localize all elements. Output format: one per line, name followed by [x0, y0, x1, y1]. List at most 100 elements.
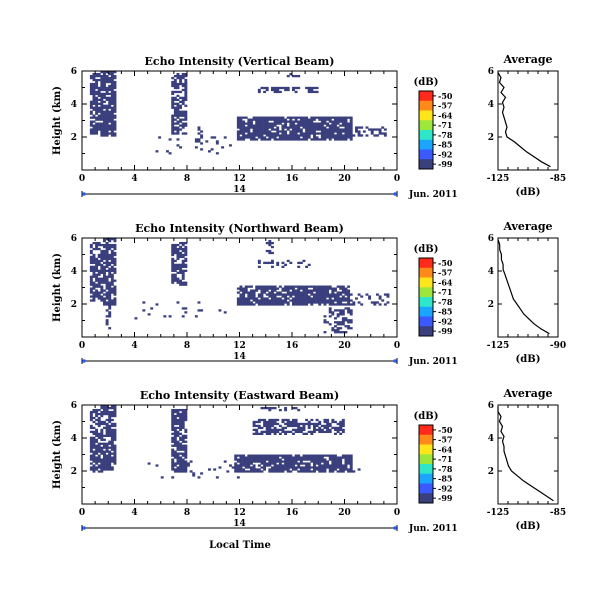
echo-cell: [239, 299, 243, 302]
echo-cell: [105, 249, 109, 253]
echo-cell: [176, 422, 180, 426]
echo-cell: [294, 130, 298, 133]
echo-cell: [103, 458, 106, 461]
echo-cell: [252, 138, 256, 141]
echo-cell: [108, 462, 112, 465]
echo-cell: [328, 132, 332, 135]
echo-cell: [236, 470, 240, 473]
echo-cell: [173, 418, 177, 422]
echo-cell: [110, 299, 114, 302]
echo-cell: [255, 126, 259, 129]
echo-cell: [339, 128, 343, 131]
echo-cell: [110, 245, 114, 249]
echo-cell: [263, 424, 267, 428]
echo-cell: [284, 458, 288, 461]
echo-cell: [108, 406, 112, 410]
echo-cell: [110, 253, 114, 257]
echo-cell: [326, 128, 330, 131]
echo-cell: [349, 321, 353, 324]
echo-cell: [176, 444, 180, 447]
echo-cell: [176, 466, 180, 469]
echo-cell: [344, 138, 348, 141]
echo-cell: [289, 295, 293, 298]
echo-cell: [176, 249, 180, 253]
echo-cell: [299, 285, 303, 288]
echo-cell: [100, 257, 104, 261]
echo-cell: [320, 301, 324, 304]
colorbar-segment: [419, 267, 433, 278]
echo-cell: [284, 120, 288, 123]
echo-cell: [339, 424, 343, 428]
echo-cell: [263, 462, 267, 465]
echo-cell: [310, 299, 314, 302]
echo-cell: [113, 297, 117, 300]
echo-cell: [307, 134, 311, 137]
echo-cell: [292, 136, 295, 139]
echo-cell: [326, 136, 330, 139]
echo-cell: [179, 96, 183, 100]
echo-cell: [331, 456, 335, 459]
echo-cell: [252, 422, 256, 426]
echo-cell: [252, 299, 256, 302]
echo-cell: [278, 122, 282, 125]
echo-cell: [344, 317, 348, 320]
echo-cell: [176, 442, 180, 445]
echo-cell: [326, 287, 330, 290]
echo-cell: [95, 289, 99, 292]
echo-cell: [313, 130, 316, 133]
echo-cell: [328, 458, 332, 461]
echo-cell: [315, 289, 319, 292]
echo-cell: [257, 458, 261, 461]
echo-cell: [255, 128, 259, 131]
echo-cell: [341, 311, 345, 314]
echo-cell: [105, 76, 109, 80]
echo-cell: [105, 110, 109, 113]
echo-cell: [289, 470, 293, 473]
echo-cell: [105, 301, 109, 304]
echo-cell: [239, 470, 243, 473]
echo-cell: [281, 132, 285, 135]
echo-cell: [181, 448, 185, 451]
echo-cell: [336, 116, 340, 119]
echo-cell: [294, 74, 298, 78]
colorbar-tick-label: -71: [438, 287, 452, 297]
echo-cell: [92, 291, 96, 294]
echo-cell: [173, 277, 177, 280]
echo-cell: [184, 112, 188, 115]
echo-cell: [100, 468, 104, 471]
echo-cell: [113, 438, 117, 441]
echo-cell: [176, 456, 180, 459]
echo-cell: [281, 460, 285, 463]
echo-cell: [200, 134, 204, 137]
echo-cell: [250, 132, 253, 135]
echo-cell: [97, 259, 101, 263]
echo-cell: [265, 420, 269, 424]
echo-cell: [307, 430, 311, 434]
echo-cell: [265, 432, 269, 435]
echo-cell: [239, 462, 243, 465]
echo-cell: [305, 86, 309, 90]
echo-cell: [284, 122, 288, 125]
echo-cell: [313, 132, 316, 135]
echo-cell: [339, 124, 343, 127]
echo-cell: [320, 136, 324, 139]
echo-cell: [173, 74, 177, 78]
echo-cell: [215, 140, 219, 143]
echo-cell: [247, 464, 251, 467]
echo-cell: [110, 261, 114, 265]
echo-cell: [92, 78, 96, 82]
echo-cell: [221, 146, 225, 149]
echo-cell: [260, 406, 264, 410]
echo-cell: [184, 470, 188, 473]
echo-cell: [179, 241, 183, 245]
echo-cell: [328, 430, 332, 434]
echo-cell: [92, 241, 96, 245]
echo-cell: [113, 456, 117, 459]
echo-cell: [103, 134, 106, 137]
echo-cell: [341, 138, 345, 141]
echo-cell: [320, 466, 324, 469]
echo-cell: [92, 94, 96, 98]
echo-cell: [110, 78, 114, 82]
echo-cell: [110, 126, 114, 129]
echo-cell: [168, 152, 172, 155]
